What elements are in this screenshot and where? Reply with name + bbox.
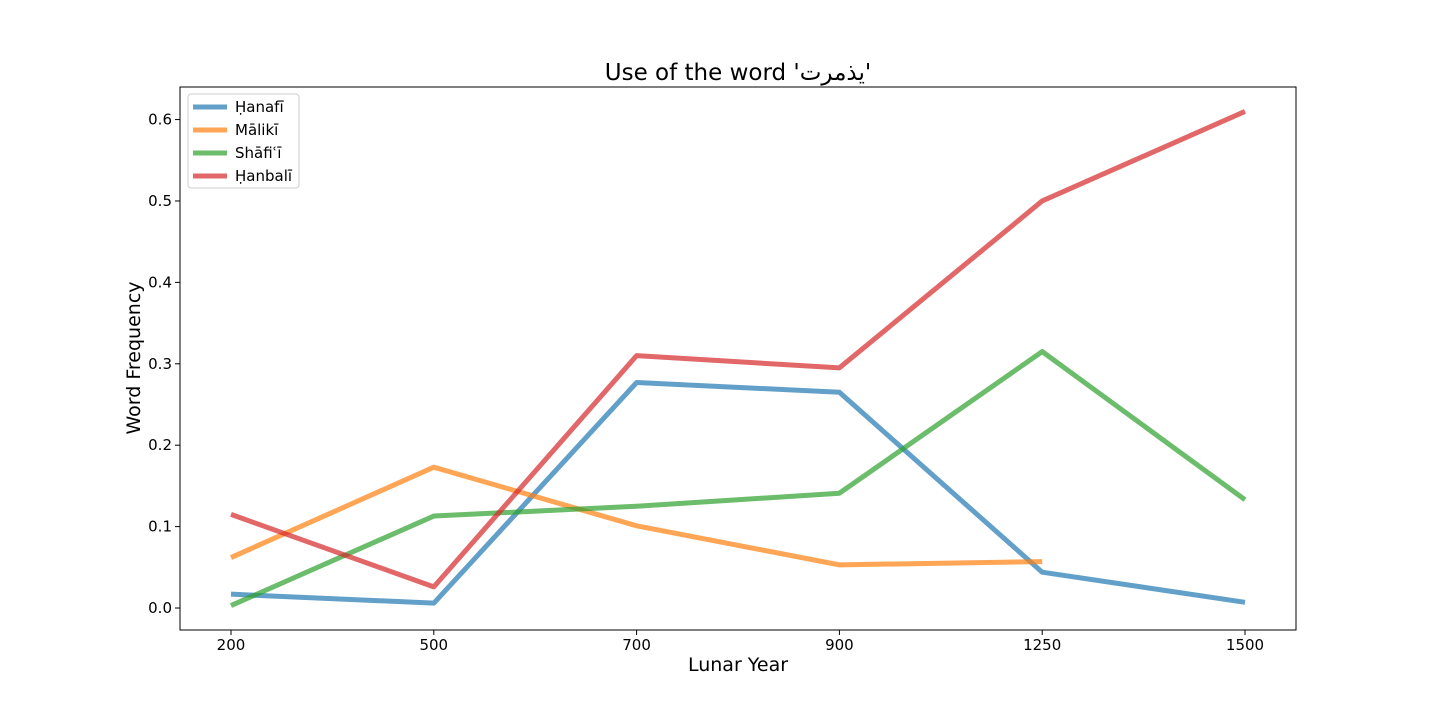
series-line xyxy=(229,349,1247,608)
y-tick-label: 0.3 xyxy=(148,355,172,373)
x-tick-label: 700 xyxy=(622,636,651,654)
x-tick-label: 1250 xyxy=(1023,636,1061,654)
x-axis-label: Lunar Year xyxy=(688,654,788,676)
x-tick-label: 900 xyxy=(825,636,854,654)
y-axis-label: Word Frequency xyxy=(123,281,145,434)
y-tick-label: 0.0 xyxy=(148,599,172,617)
series-line xyxy=(230,380,1246,606)
legend-label: Ḥanbalī xyxy=(235,167,293,185)
x-axis-ticks: 200 500 700 900 1250 1500 xyxy=(217,630,1264,654)
series-line xyxy=(229,464,1043,568)
y-tick-label: 0.4 xyxy=(148,273,172,291)
x-tick-label: 1500 xyxy=(1226,636,1264,654)
plot-frame xyxy=(179,86,1297,631)
x-tick-label: 200 xyxy=(217,636,246,654)
series-lines xyxy=(229,109,1247,608)
y-tick-label: 0.6 xyxy=(148,111,172,129)
legend-box xyxy=(187,93,300,189)
legend-label: Ḥanafī xyxy=(235,98,284,116)
series-line xyxy=(230,109,1247,590)
legend-label: Shāfiʿī xyxy=(235,144,282,162)
chart-title: Use of the word 'يذمرت' xyxy=(605,60,871,86)
x-tick-label: 500 xyxy=(419,636,448,654)
legend: Ḥanafī Mālikī Shāfiʿī Ḥanbalī xyxy=(187,93,300,189)
y-tick-label: 0.5 xyxy=(148,192,172,210)
y-tick-label: 0.1 xyxy=(148,518,172,536)
y-axis-ticks: 0.0 0.1 0.2 0.3 0.4 0.5 0.6 xyxy=(148,111,180,617)
y-tick-label: 0.2 xyxy=(148,436,172,454)
legend-label: Mālikī xyxy=(235,121,279,139)
